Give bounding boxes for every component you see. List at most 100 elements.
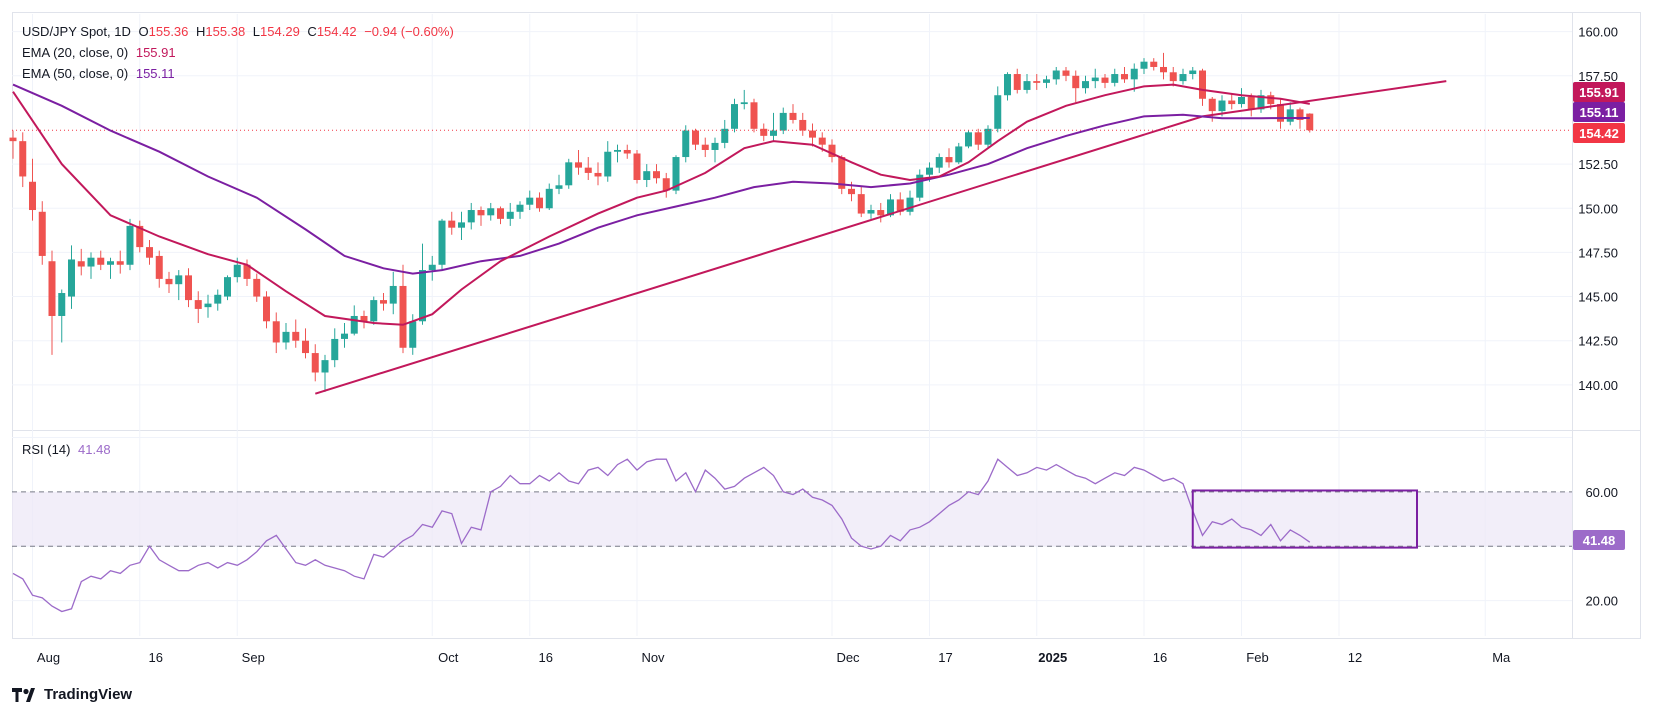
candle-up (341, 333, 348, 339)
rsi-tick-label: 60.00 (1585, 485, 1618, 500)
candle-down (1062, 70, 1070, 76)
candle-up (672, 157, 680, 191)
candle-up (1111, 74, 1119, 83)
time-tick-label: Aug (37, 650, 60, 665)
candle-up (1218, 100, 1226, 112)
candle-down (448, 220, 456, 228)
candle-down (799, 119, 807, 131)
candle-up (711, 142, 719, 150)
candle-up (545, 188, 553, 209)
candle-down (29, 181, 36, 211)
rsi-band-fill (12, 491, 1572, 547)
candle-up (1004, 74, 1011, 96)
candle-down (1101, 77, 1109, 83)
candle-down (594, 172, 602, 177)
candle-up (740, 102, 748, 105)
candle-down (1306, 113, 1314, 131)
candle-down (146, 247, 153, 258)
time-tick-label: Oct (438, 650, 459, 665)
ema50-line (12, 83, 1310, 275)
candle-up (682, 130, 690, 158)
time-tick-label: 17 (938, 650, 952, 665)
candle-down (750, 102, 758, 129)
ema20-badge-text: 155.91 (1579, 85, 1619, 100)
candle-down (1033, 81, 1041, 83)
candle-up (331, 338, 339, 361)
open-value: 155.36 (148, 24, 189, 39)
candle-up (1179, 74, 1187, 82)
candle-up (887, 199, 894, 216)
symbol-title[interactable]: USD/JPY Spot, 1D (22, 24, 131, 39)
trendline (315, 80, 1447, 395)
candle-down (77, 261, 85, 267)
candle-up (935, 157, 943, 168)
low-value: 154.29 (260, 24, 300, 39)
candle-down (828, 144, 836, 158)
ema50-value: 155.11 (135, 66, 175, 81)
candle-up (779, 112, 787, 131)
price-tick-label: 142.50 (1578, 334, 1618, 349)
high-label: H (196, 24, 206, 39)
ohlc-legend: USD/JPY Spot, 1D O155.36 H155.38 L154.29… (22, 24, 458, 39)
candle-down (809, 130, 816, 138)
candle-down (48, 261, 56, 316)
ema20-legend[interactable]: EMA (20, close, 0) 155.91 (22, 45, 180, 60)
price-tick-label: 152.50 (1578, 157, 1618, 172)
price-axis[interactable]: 160.00 157.50 152.50 150.00 147.50 145.00 142.… (1578, 25, 1618, 609)
time-tick-label: 12 (1348, 650, 1362, 665)
candle-down (19, 141, 27, 177)
candle-down (1072, 75, 1080, 89)
candle-down (1169, 72, 1177, 82)
candle-up (487, 208, 495, 216)
price-tick-label: 150.00 (1578, 201, 1618, 216)
rsi-badge: 41.48 (1573, 530, 1625, 550)
candle-up (916, 174, 924, 198)
candle-down (1199, 70, 1206, 99)
change-value: −0.94 (−0.60%) (364, 24, 454, 39)
ema50-legend[interactable]: EMA (50, close, 0) 155.11 (22, 66, 179, 81)
candle-down (263, 296, 270, 322)
candle-up (419, 270, 426, 322)
tradingview-logo[interactable]: TradingView (12, 686, 132, 703)
candle-up (955, 146, 963, 163)
candle-up (1238, 97, 1245, 105)
candle-up (770, 130, 777, 136)
rsi-legend[interactable]: RSI (14) 41.48 (22, 442, 115, 457)
candle-down (292, 331, 300, 341)
candle-up (643, 171, 651, 180)
time-tick-label: 16 (1153, 650, 1167, 665)
candle-down (662, 178, 670, 191)
candle-down (1013, 74, 1021, 90)
candle-down (253, 278, 261, 297)
candle-up (926, 167, 933, 175)
candle-up (107, 261, 114, 265)
candle-up (175, 275, 183, 285)
candle-up (1082, 81, 1089, 89)
candle-up (1257, 95, 1265, 110)
candle-up (506, 211, 514, 219)
candle-down (653, 171, 660, 179)
candle-up (731, 104, 738, 129)
candle-down (848, 188, 855, 195)
candle-down (633, 153, 641, 180)
candle-down (1277, 104, 1284, 122)
candle-down (380, 300, 387, 304)
candle-up (409, 321, 417, 348)
candle-down (818, 137, 826, 145)
candle-up (614, 149, 621, 152)
rsi-line (12, 458, 1311, 613)
candle-up (1052, 70, 1060, 80)
ema50-label: EMA (50, close, 0) (22, 66, 129, 81)
ema50-badge-text: 155.11 (1579, 105, 1618, 120)
price-tick-label: 140.00 (1578, 378, 1618, 393)
time-tick-label: Ma (1492, 650, 1511, 665)
candle-up (87, 257, 95, 267)
ema20-label: EMA (20, close, 0) (22, 45, 129, 60)
candle-down (896, 199, 904, 212)
candle-down (97, 257, 105, 265)
ema20-value: 155.91 (135, 45, 176, 60)
candle-down (9, 137, 17, 142)
time-axis[interactable]: Aug 16 Sep Oct 16 Nov Dec 17 2025 16 Feb 12 Ma (37, 650, 1511, 665)
candle-down (1267, 95, 1275, 105)
candle-down (155, 255, 163, 279)
